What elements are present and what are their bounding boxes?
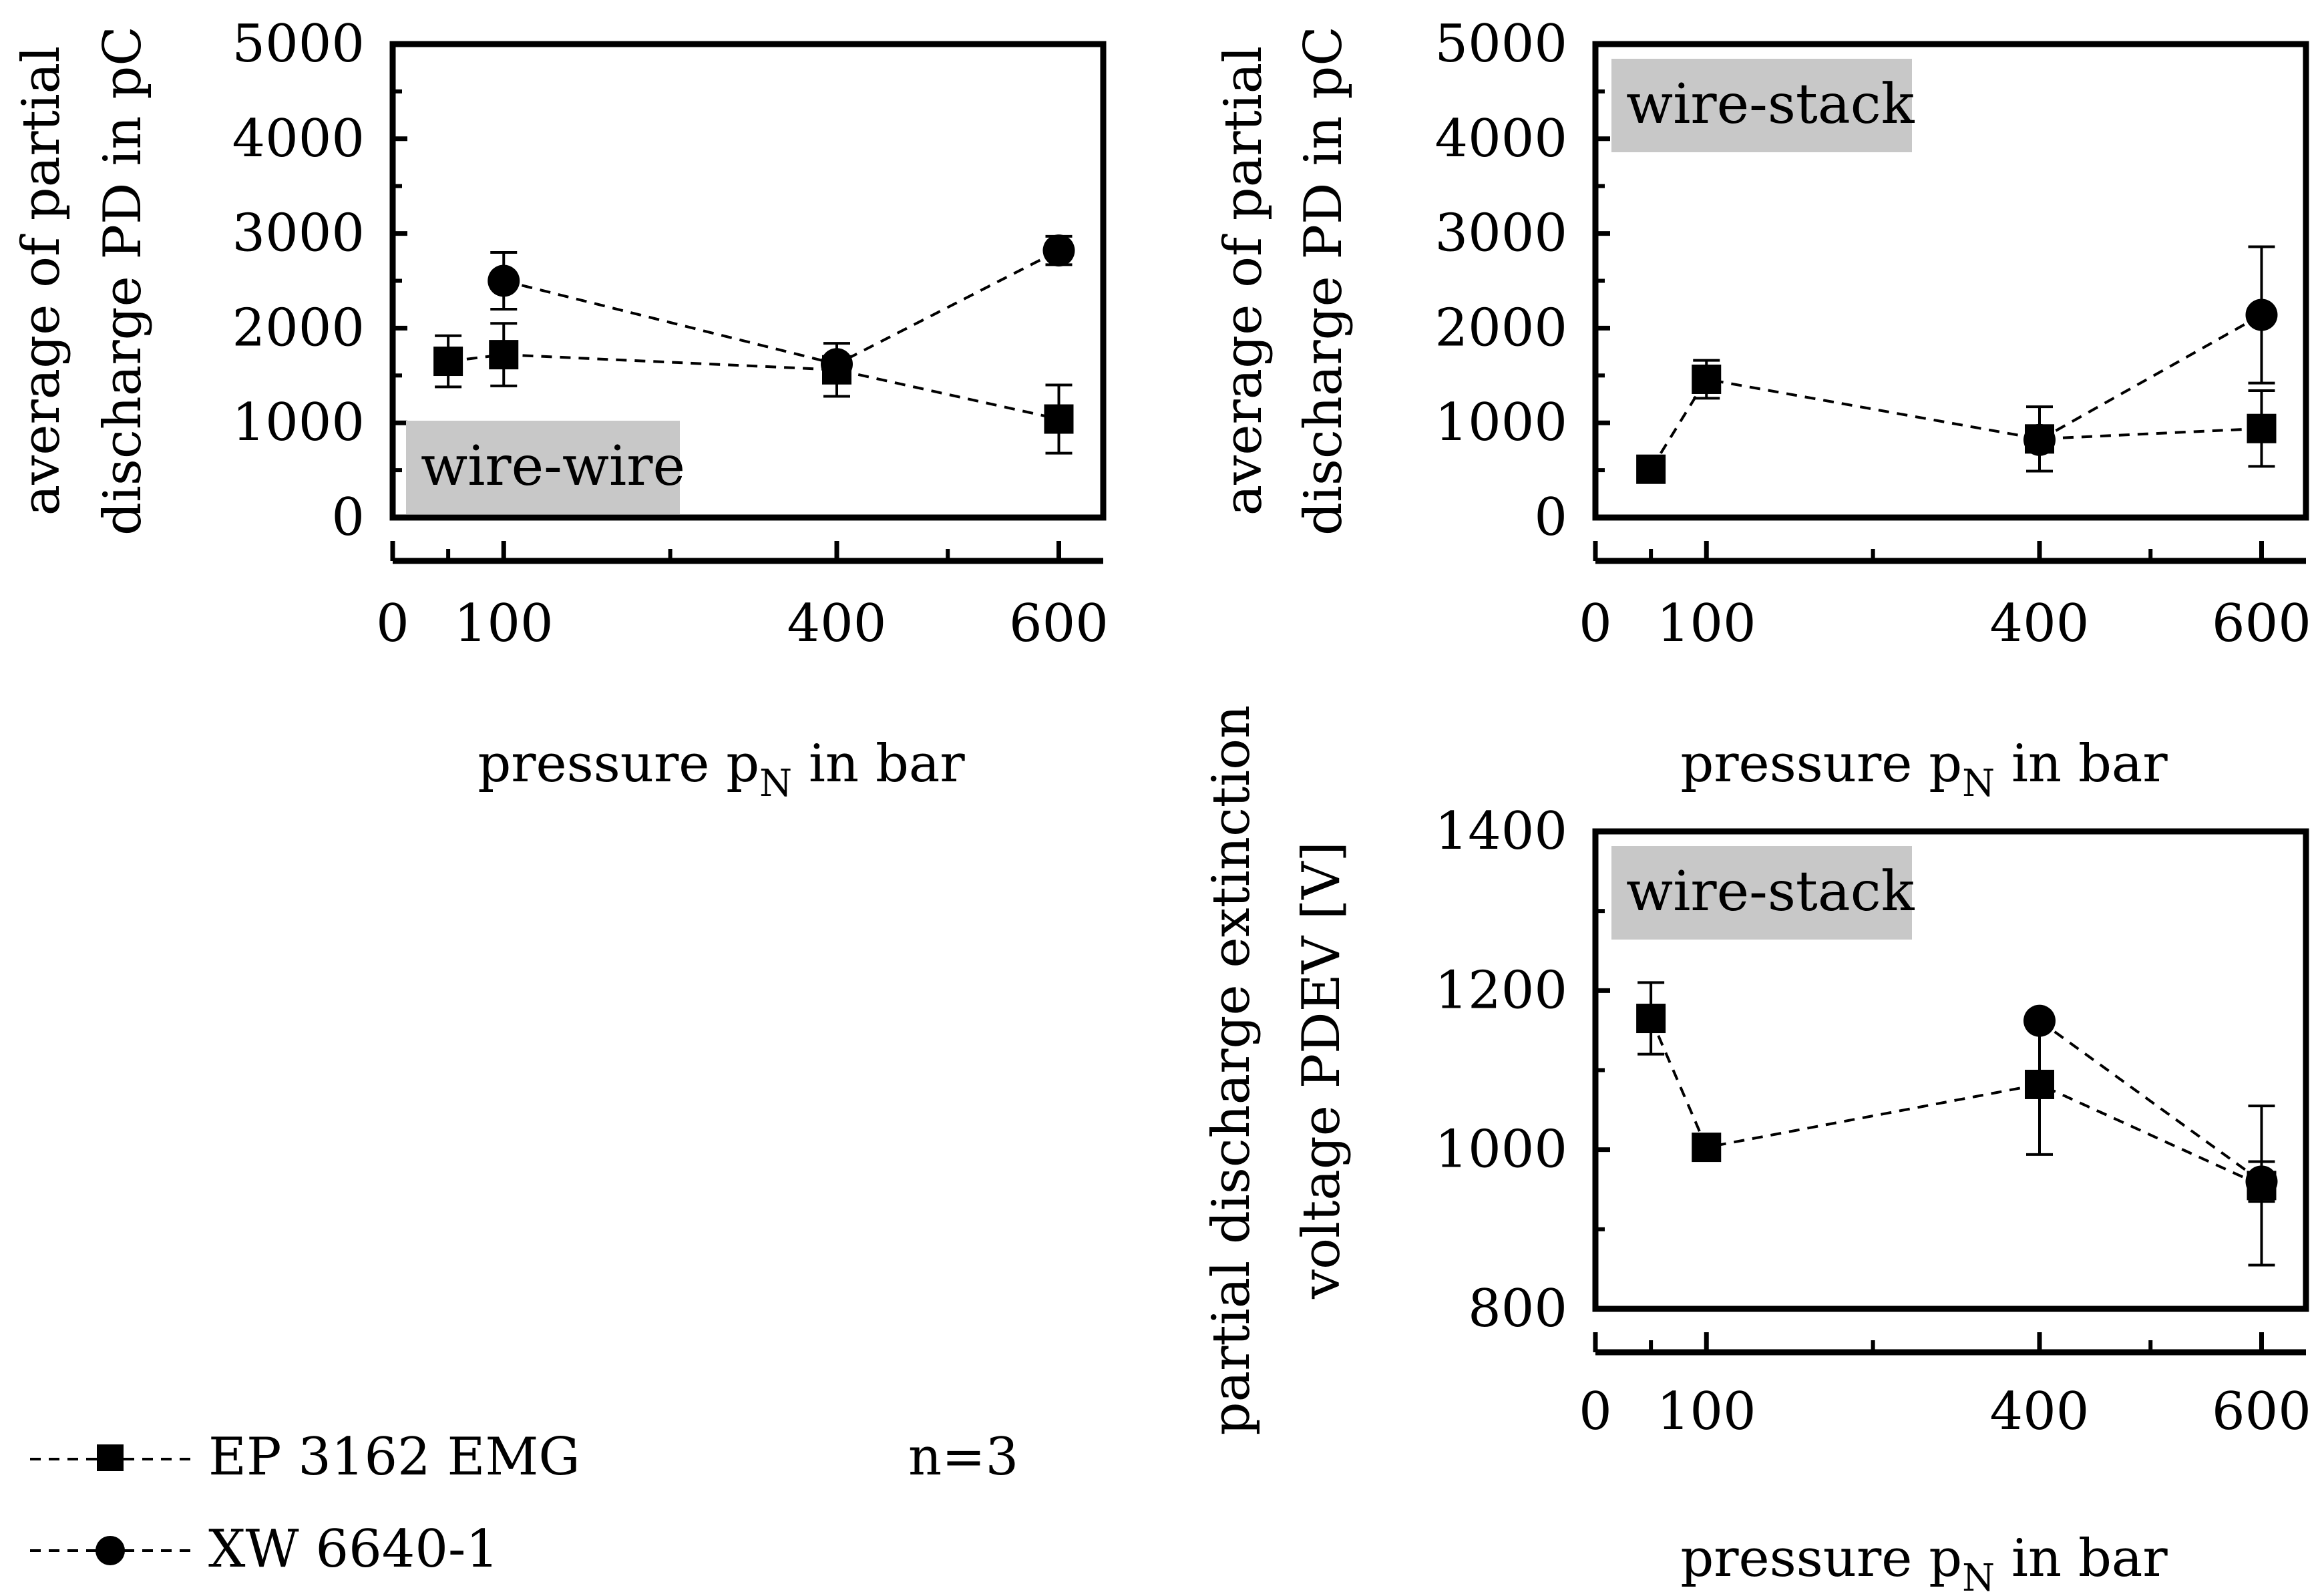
y-tick-label: 3000: [232, 204, 365, 264]
x-tick-label: 100: [1657, 594, 1756, 654]
y-tick-label: 4000: [1434, 109, 1567, 169]
condition-label: wire-stack: [1626, 860, 1915, 924]
data-point-square: [1692, 1133, 1721, 1162]
y-tick-label: 3000: [1434, 204, 1567, 264]
data-point-square: [1636, 455, 1666, 484]
y-axis-title-line: discharge PD in pC: [93, 26, 153, 536]
x-axis-title: pressure pN in bar: [477, 734, 965, 805]
x-tick-label: 400: [787, 594, 887, 654]
y-tick-label: 1200: [1434, 960, 1567, 1020]
series-line-xw: [2040, 1021, 2262, 1182]
data-point-circle: [821, 348, 853, 380]
x-axis-title-suffix: in bar: [792, 734, 965, 794]
data-point-square: [1044, 405, 1074, 434]
x-axis-title-sub: N: [1962, 762, 1995, 805]
series-line-xw: [2040, 315, 2262, 440]
x-tick-label: 400: [1990, 1382, 2090, 1442]
y-tick-label: 1400: [1434, 801, 1567, 861]
figure: 0100020003000400050000 100 400 600pressure …: [0, 0, 2324, 1596]
x-tick-label: 400: [1990, 594, 2090, 654]
condition-label: wire-wire: [421, 435, 685, 498]
x-tick-label: 100: [454, 594, 554, 654]
x-tick-label: 600: [2212, 1382, 2311, 1442]
y-tick-label: 1000: [232, 393, 365, 453]
y-tick-label: 4000: [232, 109, 365, 169]
legend-circle-marker: [95, 1536, 125, 1565]
series-line-ep: [448, 355, 1058, 419]
y-tick-label: 2000: [1434, 298, 1567, 358]
y-axis-title-line: average of partial: [11, 46, 71, 516]
data-point-square: [433, 347, 463, 376]
x-axis-title-main: pressure p: [477, 734, 759, 794]
chart-wire-stack-pd: 0 1000 2000 3000 4000 5000 0 100 400 600 pressure …: [1213, 14, 2311, 805]
x-axis-title-main: pressure p: [1680, 1529, 1962, 1589]
y-tick-label: 0: [331, 487, 365, 548]
legend-label-xw: XW 6640-1: [208, 1519, 499, 1579]
sample-size-note: n=3: [908, 1427, 1018, 1487]
series-line-xw: [504, 250, 1058, 364]
y-tick-label: 1000: [1434, 1120, 1567, 1180]
x-tick-label: 600: [2212, 594, 2311, 654]
series-line-ep: [1651, 1018, 2261, 1185]
x-axis-title: pressure pN in bar: [1680, 1529, 2168, 1596]
data-point-circle: [2023, 1005, 2056, 1037]
y-tick-label: 0: [1534, 487, 1567, 548]
data-point-square: [489, 340, 518, 369]
legend-label-ep: EP 3162 EMG: [208, 1427, 580, 1487]
y-axis-title-line: partial discharge extinction: [1201, 705, 1262, 1436]
legend-square-marker: [97, 1444, 124, 1471]
data-point-circle: [2246, 299, 2278, 331]
y-tick-label: 800: [1468, 1279, 1567, 1339]
data-point-circle: [1043, 234, 1075, 266]
chart-wire-wire: 0 1000 2000 3000 4000 5000 0 100 400 600 pressure …: [11, 14, 1109, 805]
y-axis-title-line: voltage PDEV [V]: [1292, 841, 1352, 1300]
series-line-ep: [1651, 379, 2261, 469]
y-tick-label: 5000: [232, 14, 365, 74]
legend-item-ep-3162-emg: EP 3162 EMG: [30, 1427, 580, 1487]
condition-label: wire-stack: [1626, 73, 1915, 136]
data-point-circle: [2246, 1165, 2278, 1197]
data-point-square: [1692, 365, 1721, 394]
x-tick-label: 0: [376, 594, 409, 654]
x-tick-label: 600: [1009, 594, 1109, 654]
y-axis-title-line: average of partial: [1213, 46, 1274, 516]
y-tick-label: 2000: [232, 298, 365, 358]
x-axis-title-sub: N: [1962, 1557, 1995, 1596]
data-point-square: [2247, 414, 2277, 443]
x-axis-title-suffix: in bar: [1995, 734, 2168, 794]
x-axis-title-main: pressure p: [1680, 734, 1962, 794]
data-point-circle: [488, 265, 520, 297]
x-tick-label: 0: [1579, 594, 1612, 654]
x-axis-title: pressure pN in bar: [1680, 734, 2168, 805]
x-tick-label: 100: [1657, 1382, 1756, 1442]
x-axis-title-sub: N: [759, 762, 792, 805]
data-point-circle: [2023, 424, 2056, 456]
y-axis-title-line: discharge PD in pC: [1294, 26, 1354, 536]
data-point-square: [1636, 1004, 1666, 1033]
x-tick-label: 0: [1579, 1382, 1612, 1442]
data-point-square: [2025, 1070, 2054, 1099]
legend: EP 3162 EMG XW 6640-1 n=3: [30, 1427, 1018, 1579]
legend-item-xw-6640-1: XW 6640-1: [30, 1519, 499, 1579]
y-tick-label: 5000: [1434, 14, 1567, 74]
y-tick-label: 1000: [1434, 393, 1567, 453]
x-axis-title-suffix: in bar: [1995, 1529, 2168, 1589]
